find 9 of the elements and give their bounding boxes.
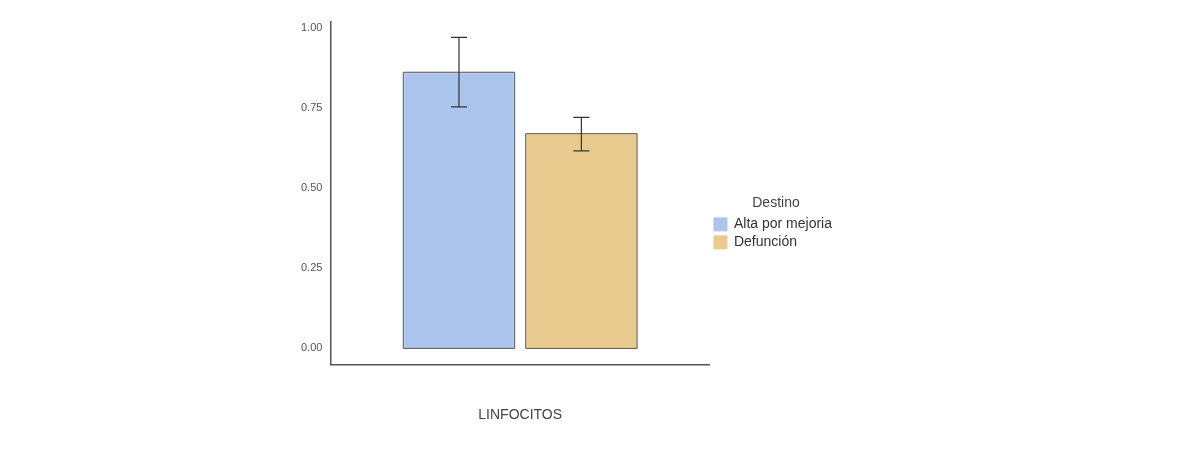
legend-label: Defunción [733,233,798,250]
y-tick-label: 1.00 [300,21,323,34]
y-tick-label: 0.00 [300,341,323,354]
y-tick-label: 0.25 [300,261,323,274]
legend-title: Destino [752,194,800,211]
y-tick-label: 0.75 [300,101,323,114]
x-axis-title: LINFOCITOS [478,406,563,423]
legend-label: Alta por mejoria [733,215,833,232]
y-tick-label: 0.50 [300,181,323,194]
